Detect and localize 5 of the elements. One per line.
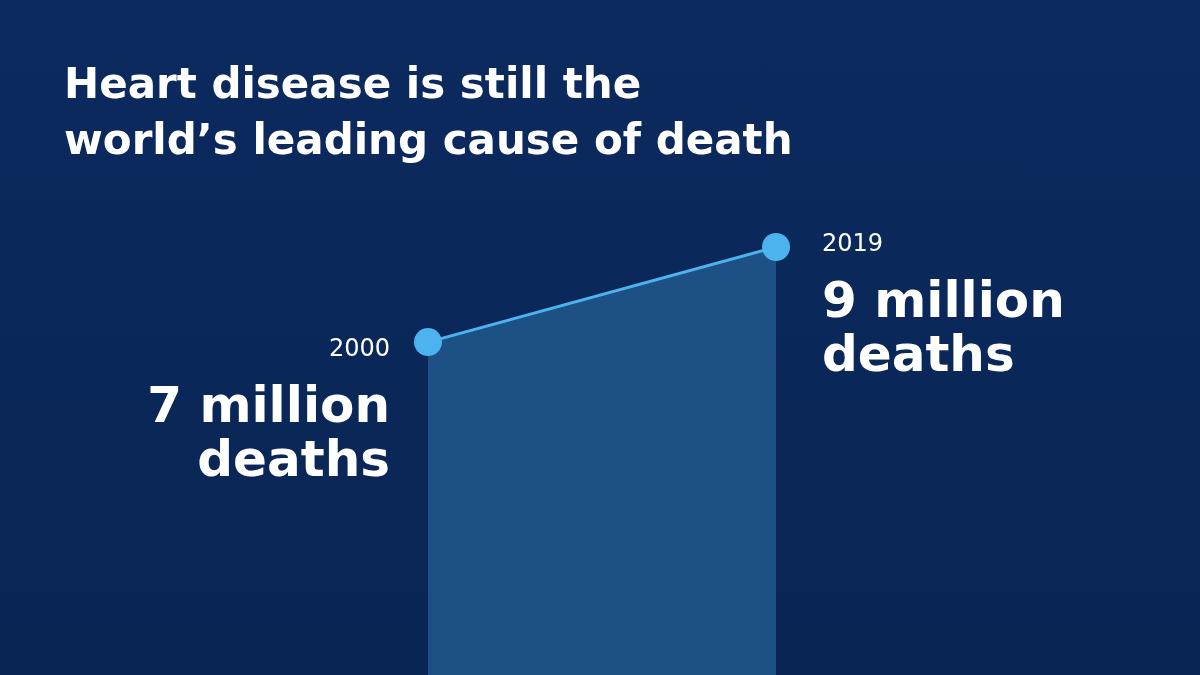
data-label: 7 million deaths	[147, 376, 390, 489]
chart-title: Heart disease is still the world’s leading cause of death	[64, 59, 793, 164]
x-tick-label: 2019	[822, 229, 884, 257]
x-tick-label: 2000	[328, 334, 390, 363]
data-label: 9 million deaths	[822, 271, 1065, 383]
